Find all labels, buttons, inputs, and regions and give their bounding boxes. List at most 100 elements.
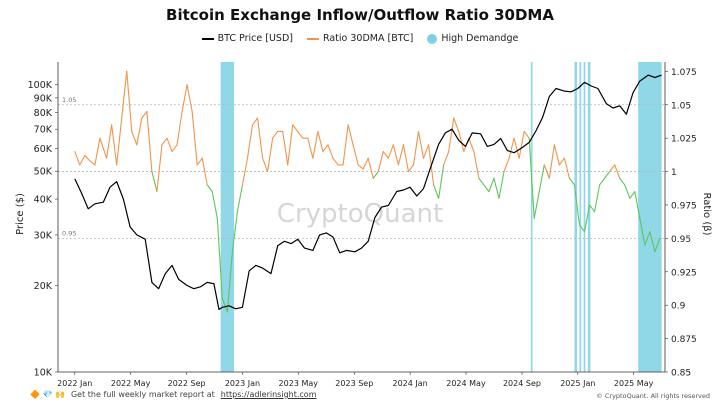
ratio-segment-8 bbox=[116, 117, 123, 166]
y-left-tick-9: 10K bbox=[34, 368, 53, 379]
ratio-segment-37 bbox=[262, 157, 269, 173]
ratio-segment-21 bbox=[181, 84, 188, 112]
highlight-band-0 bbox=[220, 62, 235, 372]
ratio-segment-31 bbox=[231, 211, 238, 253]
ratio-segment-81 bbox=[483, 184, 490, 193]
legend-label-high-demand: High Demandge bbox=[441, 33, 519, 44]
ratio-segment-39 bbox=[272, 130, 279, 139]
copyright: © CryptoQuant. All rights reserved bbox=[596, 392, 710, 400]
watermark: CryptoQuant bbox=[277, 199, 443, 229]
y-right-tick-2: 1.025 bbox=[671, 135, 697, 145]
y-right-tick-4: 0.975 bbox=[671, 201, 697, 211]
ratio-segment-110 bbox=[629, 191, 636, 199]
ratio-segment-96 bbox=[558, 157, 565, 166]
ratio-segment-85 bbox=[503, 157, 510, 173]
ratio-segment-51 bbox=[332, 157, 339, 166]
ratio-segment-86 bbox=[508, 137, 515, 159]
highlight-band-4 bbox=[583, 62, 586, 372]
ratio-segment-55 bbox=[352, 144, 359, 166]
ratio-segment-61 bbox=[382, 150, 389, 159]
ratio-segment-58 bbox=[367, 157, 374, 179]
ratio-segment-1 bbox=[79, 154, 86, 166]
ratio-segment-62 bbox=[387, 144, 394, 159]
y-right-tick-0: 1.075 bbox=[671, 68, 697, 78]
y-right-tick-9: 0.85 bbox=[671, 369, 691, 379]
ratio-segment-63 bbox=[392, 144, 399, 166]
legend: BTC Price [USD] Ratio 30DMA [BTC] High D… bbox=[0, 33, 720, 44]
btc-price-line bbox=[74, 74, 662, 311]
ratio-segment-54 bbox=[347, 124, 354, 146]
ratio-segment-38 bbox=[267, 137, 274, 173]
ratio-segment-57 bbox=[362, 157, 369, 170]
y-left-tick-4: 60K bbox=[34, 144, 53, 155]
y-axis-label-left: Price ($) bbox=[15, 193, 26, 235]
ratio-segment-114 bbox=[649, 231, 656, 253]
legend-item-btc-price[interactable]: BTC Price [USD] bbox=[201, 33, 293, 44]
axes bbox=[57, 62, 666, 373]
ratio-segment-43 bbox=[292, 124, 299, 133]
y-right-tick-5: 0.95 bbox=[671, 235, 691, 245]
ratio-segment-113 bbox=[644, 231, 651, 246]
ratio-segment-101 bbox=[583, 204, 591, 233]
legend-item-high-demand[interactable]: High Demandge bbox=[427, 33, 518, 44]
ratio-segment-109 bbox=[624, 184, 631, 199]
ratio-segment-104 bbox=[599, 177, 606, 186]
ratio-segment-6 bbox=[106, 124, 113, 159]
highlight-bands bbox=[220, 62, 662, 372]
ratio-segment-2 bbox=[84, 154, 91, 162]
y-left-tick-5: 50K bbox=[34, 167, 53, 178]
y-left-tick-6: 40K bbox=[34, 195, 53, 206]
ratio-segment-25 bbox=[201, 157, 208, 186]
ratio-segment-4 bbox=[94, 137, 101, 166]
ratio-segment-18 bbox=[166, 137, 173, 153]
ratio-segment-56 bbox=[357, 164, 364, 170]
ratio-segment-71 bbox=[433, 184, 440, 199]
x-tick-2: 2022 Sep bbox=[168, 379, 206, 388]
ratio-segment-28 bbox=[216, 217, 223, 300]
ratio-segment-11 bbox=[131, 130, 138, 146]
ratio-segment-68 bbox=[417, 130, 425, 159]
reference-line-label-1: 0.95 bbox=[62, 229, 76, 237]
ratio-segment-27 bbox=[211, 191, 218, 219]
ratio-segment-89 bbox=[523, 130, 530, 139]
x-tick-1: 2022 May bbox=[111, 379, 151, 388]
ratio-segment-49 bbox=[322, 144, 329, 153]
ratio-segment-112 bbox=[639, 217, 646, 246]
highlight-band-6 bbox=[638, 62, 662, 372]
y-left-tick-3: 70K bbox=[34, 125, 53, 136]
ratio-segment-53 bbox=[342, 124, 349, 166]
highlight-band-3 bbox=[579, 62, 582, 372]
ratio-segment-42 bbox=[287, 124, 294, 166]
ratio-segment-41 bbox=[282, 130, 289, 166]
footer-text: Get the full weekly market report at bbox=[70, 390, 215, 399]
y-right-tick-1: 1.05 bbox=[671, 101, 691, 111]
ratio-segment-60 bbox=[377, 150, 384, 173]
high-demand-swatch bbox=[427, 33, 438, 44]
legend-item-ratio[interactable]: Ratio 30DMA [BTC] bbox=[306, 33, 413, 44]
ratio-segment-17 bbox=[161, 137, 168, 146]
ratio-segment-3 bbox=[89, 160, 96, 166]
highlight-band-5 bbox=[587, 62, 591, 372]
x-tick-5: 2023 Sep bbox=[335, 379, 373, 388]
ratio-segment-35 bbox=[251, 117, 259, 126]
ratio-segment-95 bbox=[553, 144, 560, 166]
ratio-segment-64 bbox=[397, 144, 404, 166]
x-tick-7: 2024 May bbox=[446, 379, 486, 388]
ratio-segment-111 bbox=[634, 191, 641, 219]
ratio-segment-9 bbox=[121, 70, 128, 119]
ratio-segment-78 bbox=[468, 137, 475, 153]
y-right-tick-7: 0.9 bbox=[671, 302, 686, 312]
ratio-segment-13 bbox=[141, 110, 148, 119]
ratio-segment-91 bbox=[533, 191, 540, 219]
ratio-segment-30 bbox=[226, 251, 233, 313]
ratio-segment-10 bbox=[126, 70, 133, 133]
ratio-segment-84 bbox=[498, 171, 505, 199]
ratio-segment-98 bbox=[568, 177, 576, 186]
y-axis-label-right: Ratio (β) bbox=[701, 192, 712, 235]
footer-emoji-icons: 🔶 💎 🙌 bbox=[30, 390, 65, 399]
footer-link[interactable]: https://adlerinsight.com bbox=[220, 390, 317, 399]
ratio-segment-15 bbox=[151, 171, 158, 193]
ratio-segment-5 bbox=[99, 137, 108, 159]
y-left-tick-2: 80K bbox=[34, 108, 53, 119]
